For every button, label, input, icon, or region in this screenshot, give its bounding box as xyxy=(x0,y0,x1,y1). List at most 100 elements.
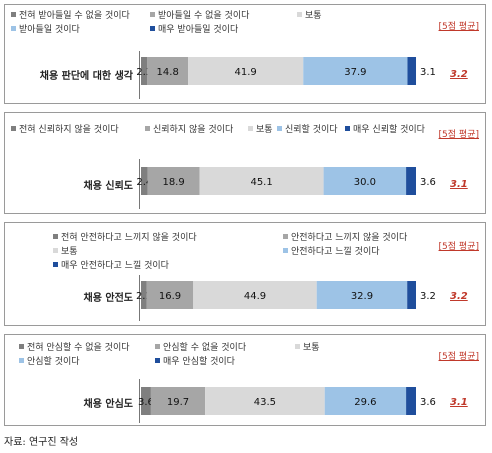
average-header: [5점 평균] xyxy=(438,130,479,140)
legend-label: 안심할 수 없을 것이다 xyxy=(163,343,247,353)
legend-item-1: 전혀 신뢰하지 않을 것이다 xyxy=(11,125,119,136)
legend-item-3: 보통 xyxy=(297,11,322,22)
legend-item-5: 매우 안심할 것이다 xyxy=(155,357,235,368)
bar-group: 2.4 18.9 45.1 30.0 3.6 xyxy=(136,167,436,195)
bar-group: 2.1 16.9 44.9 32.9 3.2 xyxy=(136,281,436,309)
legend-item-5: 매우 신뢰할 것이다 xyxy=(345,125,425,136)
bar-segment-3 xyxy=(205,387,325,415)
legend-label: 보통 xyxy=(61,247,78,257)
legend-swatch xyxy=(345,126,350,131)
data-label-2: 18.9 xyxy=(162,177,184,188)
legend-swatch xyxy=(277,126,282,131)
legend-swatch xyxy=(19,344,24,349)
category-label: 채용 판단에 대한 생각 xyxy=(39,71,133,82)
legend-item-2: 신뢰하지 않을 것이다 xyxy=(145,125,233,136)
source-note: 자료: 연구진 작성 xyxy=(4,437,79,448)
data-label-4: 37.9 xyxy=(344,67,366,78)
bar-group: 3.6 19.7 43.5 29.6 3.6 xyxy=(138,387,436,415)
legend-label: 받아들일 것이다 xyxy=(19,25,80,35)
data-label-1: 3.6 xyxy=(138,397,154,408)
legend-label: 매우 신뢰할 것이다 xyxy=(353,125,425,135)
data-label-3: 41.9 xyxy=(235,67,257,78)
legend-item-1: 전혀 안전하다고 느끼지 않을 것이다 xyxy=(53,233,197,244)
bar-segment-2 xyxy=(147,167,200,195)
data-label-1: 2.4 xyxy=(136,177,152,188)
legend-label: 매우 안전하다고 느낄 것이다 xyxy=(61,261,169,271)
legend-label: 전혀 신뢰하지 않을 것이다 xyxy=(19,125,119,135)
axis-line xyxy=(139,51,140,99)
bar-segment-4 xyxy=(316,281,408,309)
legend-swatch xyxy=(11,26,16,31)
bar-segment-3 xyxy=(199,167,324,195)
axis-line xyxy=(139,275,140,321)
axis-line xyxy=(139,379,140,423)
legend-item-2: 안전하다고 느끼지 않을 것이다 xyxy=(283,233,407,244)
legend-item-4: 안심할 것이다 xyxy=(19,357,80,368)
legend-item-4: 신뢰할 것이다 xyxy=(277,125,338,136)
legend-swatch xyxy=(283,248,288,253)
data-label-5: 3.1 xyxy=(420,67,436,78)
bar-segment-5 xyxy=(407,57,417,85)
average-value: 3.2 xyxy=(450,69,468,80)
average-value: 3.1 xyxy=(450,179,468,190)
legend-label: 전혀 안심할 수 없을 것이다 xyxy=(27,343,130,353)
bar-segment-1 xyxy=(141,57,148,85)
legend-label: 받아들일 수 없을 것이다 xyxy=(158,11,250,21)
legend-swatch xyxy=(295,344,300,349)
chart-panel-3: 전혀 안전하다고 느끼지 않을 것이다 안전하다고 느끼지 않을 것이다 보통 … xyxy=(4,222,486,326)
legend-item-1: 전혀 안심할 수 없을 것이다 xyxy=(19,343,130,354)
legend-swatch xyxy=(155,358,160,363)
category-label: 채용 신뢰도 xyxy=(83,181,133,192)
bar-segment-4 xyxy=(324,387,407,415)
legend-label: 전혀 안전하다고 느끼지 않을 것이다 xyxy=(61,233,197,243)
category-label: 채용 안전도 xyxy=(83,293,133,304)
bar-segment-1 xyxy=(141,387,151,415)
legend-swatch xyxy=(297,12,302,17)
data-label-1: 2.1 xyxy=(136,291,152,302)
legend-swatch xyxy=(53,234,58,239)
legend-swatch xyxy=(150,26,155,31)
data-label-4: 30.0 xyxy=(354,177,376,188)
legend-item-4: 받아들일 것이다 xyxy=(11,25,80,36)
data-label-3: 45.1 xyxy=(250,177,272,188)
data-label-5: 3.6 xyxy=(420,177,436,188)
data-label-5: 3.6 xyxy=(420,397,436,408)
bar-segment-4 xyxy=(323,167,407,195)
legend-label: 안전하다고 느끼지 않을 것이다 xyxy=(291,233,408,243)
legend-swatch xyxy=(11,126,16,131)
bar-segment-3 xyxy=(193,281,317,309)
legend-swatch xyxy=(19,358,24,363)
data-label-3: 43.5 xyxy=(254,397,276,408)
bar-segment-3 xyxy=(188,57,304,85)
legend-label: 매우 안심할 것이다 xyxy=(163,357,235,367)
data-label-2: 16.9 xyxy=(159,291,181,302)
legend-swatch xyxy=(248,126,253,131)
legend-item-5: 매우 받아들일 것이다 xyxy=(150,25,238,36)
average-value: 3.1 xyxy=(450,397,468,408)
data-label-2: 19.7 xyxy=(167,397,189,408)
legend-label: 보통 xyxy=(256,125,273,135)
legend-item-3: 보통 xyxy=(53,247,78,258)
data-label-5: 3.2 xyxy=(420,291,436,302)
bar-segment-1 xyxy=(141,281,147,309)
legend-item-1: 전혀 받아들일 수 없을 것이다 xyxy=(11,11,130,22)
legend-item-3: 보통 xyxy=(248,125,273,136)
data-label-4: 32.9 xyxy=(351,291,373,302)
bar-segment-1 xyxy=(141,167,148,195)
chart-panel-1: 전혀 받아들일 수 없을 것이다 받아들일 수 없을 것이다 보통 받아들일 것… xyxy=(4,4,486,104)
legend-item-2: 안심할 수 없을 것이다 xyxy=(155,343,246,354)
bar-group: 2.3 14.8 41.9 37.9 3.1 xyxy=(136,57,436,85)
legend-label: 안심할 것이다 xyxy=(27,357,80,367)
chart-panel-2: 전혀 신뢰하지 않을 것이다 신뢰하지 않을 것이다 보통 신뢰할 것이다 매우… xyxy=(4,112,486,214)
legend-item-5: 매우 안전하다고 느낄 것이다 xyxy=(53,261,169,272)
data-label-2: 14.8 xyxy=(157,67,179,78)
data-label-4: 29.6 xyxy=(354,397,376,408)
legend-label: 전혀 받아들일 수 없을 것이다 xyxy=(19,11,130,21)
legend-label: 보통 xyxy=(305,11,322,21)
legend-swatch xyxy=(53,248,58,253)
average-header: [5점 평균] xyxy=(438,22,479,32)
data-label-1: 2.3 xyxy=(136,67,152,78)
average-header: [5점 평균] xyxy=(438,242,479,252)
data-label-3: 44.9 xyxy=(244,291,266,302)
legend-swatch xyxy=(11,12,16,17)
